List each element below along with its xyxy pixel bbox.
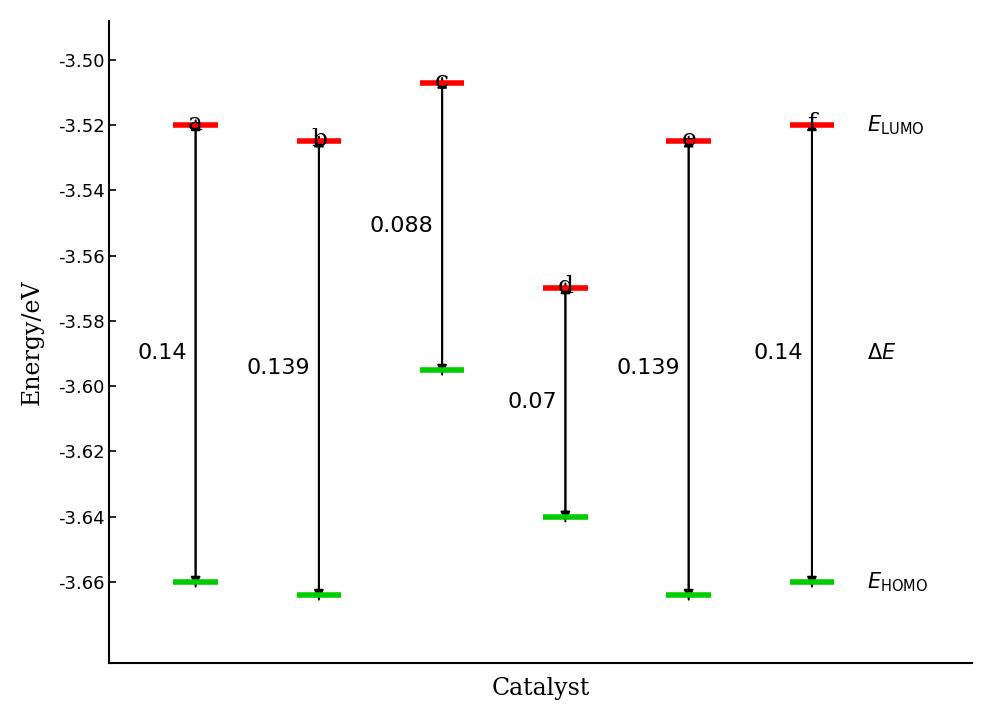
Text: d: d bbox=[557, 275, 573, 298]
Text: e: e bbox=[681, 128, 696, 151]
Text: $E_{\mathrm{LUMO}}$: $E_{\mathrm{LUMO}}$ bbox=[868, 113, 924, 137]
Text: c: c bbox=[435, 70, 449, 92]
Text: $\Delta E$: $\Delta E$ bbox=[868, 343, 897, 363]
Text: 0.07: 0.07 bbox=[507, 392, 557, 412]
Text: $E_{\mathrm{HOMO}}$: $E_{\mathrm{HOMO}}$ bbox=[868, 570, 928, 593]
Text: b: b bbox=[311, 128, 327, 151]
Text: 0.088: 0.088 bbox=[369, 216, 434, 236]
Text: 0.139: 0.139 bbox=[246, 358, 310, 378]
Text: f: f bbox=[807, 112, 816, 135]
Text: 0.14: 0.14 bbox=[137, 343, 187, 363]
Text: 0.14: 0.14 bbox=[754, 343, 803, 363]
Y-axis label: Energy/eV: Energy/eV bbox=[21, 279, 44, 404]
Text: 0.139: 0.139 bbox=[617, 358, 680, 378]
X-axis label: Catalyst: Catalyst bbox=[492, 677, 590, 700]
Text: a: a bbox=[188, 112, 204, 135]
